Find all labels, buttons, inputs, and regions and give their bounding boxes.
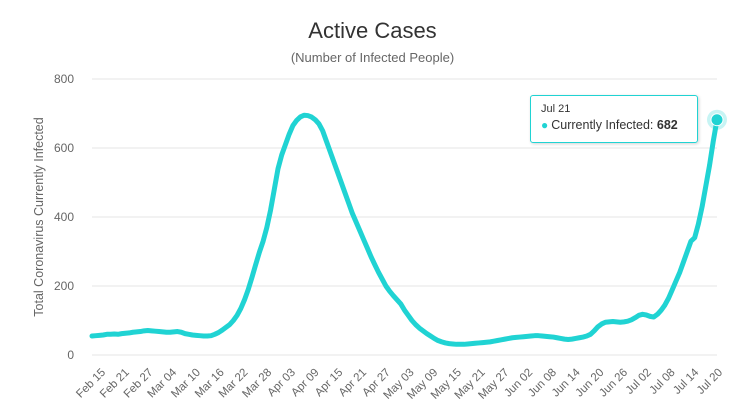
y-tick-label: 400 [54, 210, 74, 224]
x-tick-label: Jul 08 [647, 367, 677, 397]
chart-subtitle: (Number of Infected People) [290, 50, 455, 65]
y-tick-label: 800 [54, 72, 74, 86]
series-line-currently-infected [89, 112, 720, 347]
highlight-point [710, 113, 724, 127]
chart-title: Active Cases [308, 18, 437, 43]
y-axis-label: Total Coronavirus Currently Infected [32, 117, 46, 316]
y-tick-label: 200 [54, 279, 74, 293]
series-dot-icon: ● [541, 118, 549, 132]
x-tick-label: Jul 20 [695, 367, 725, 397]
y-tick-label: 0 [67, 348, 74, 362]
y-tick-label: 600 [54, 141, 74, 155]
tooltip-series-label: Currently Infected [551, 118, 650, 132]
tooltip-row: ● Currently Infected: 682 [541, 118, 678, 132]
tooltip-value: 682 [656, 118, 678, 132]
tooltip-date: Jul 21 [541, 103, 571, 115]
data-tooltip: Jul 21 ● Currently Infected: 682 [530, 95, 698, 143]
x-tick-label: Jul 02 [624, 367, 654, 397]
x-tick-label: Jul 14 [671, 366, 702, 397]
